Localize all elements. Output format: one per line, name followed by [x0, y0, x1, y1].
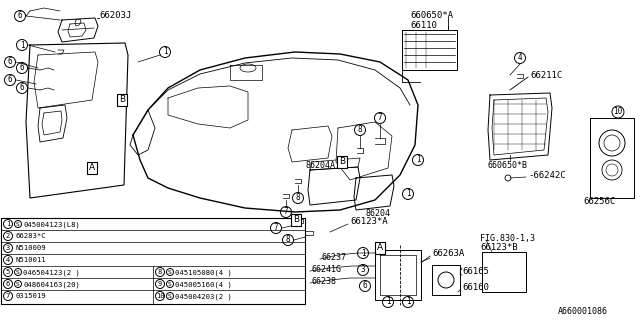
Text: 6: 6	[8, 58, 12, 67]
Text: A: A	[377, 244, 383, 252]
Text: B: B	[293, 215, 299, 225]
Text: 1: 1	[6, 221, 10, 227]
Text: 66238: 66238	[312, 277, 337, 286]
Text: 8: 8	[296, 194, 300, 203]
Text: 3: 3	[6, 245, 10, 251]
Text: 7: 7	[274, 223, 278, 233]
Text: 1: 1	[406, 189, 410, 198]
Text: 045005160(4 ): 045005160(4 )	[175, 281, 232, 288]
Text: 045004203(2 ): 045004203(2 )	[175, 293, 232, 300]
Text: 8: 8	[158, 269, 162, 275]
Text: 2: 2	[6, 233, 10, 239]
Text: 5: 5	[6, 269, 10, 275]
Text: FIG.830-1,3: FIG.830-1,3	[480, 234, 535, 243]
Text: 6: 6	[20, 63, 24, 73]
Text: 1: 1	[361, 249, 365, 258]
Text: 1: 1	[406, 298, 410, 307]
Text: 1: 1	[416, 156, 420, 164]
Text: 0315019: 0315019	[16, 293, 47, 300]
Text: 86204: 86204	[365, 210, 390, 219]
Text: 8: 8	[358, 125, 362, 134]
Text: 4: 4	[6, 257, 10, 263]
Text: 66110: 66110	[410, 21, 437, 30]
Text: 66241G: 66241G	[312, 266, 342, 275]
Text: A660001086: A660001086	[558, 308, 608, 316]
Text: 66123*B: 66123*B	[480, 244, 518, 252]
Text: 6: 6	[363, 282, 367, 291]
Text: 1: 1	[163, 47, 167, 57]
Text: 4: 4	[518, 53, 522, 62]
Text: 66203J: 66203J	[99, 12, 131, 20]
Text: 7: 7	[378, 114, 382, 123]
Text: 045105080(4 ): 045105080(4 )	[175, 269, 232, 276]
Text: 10: 10	[613, 108, 623, 116]
Text: 1: 1	[20, 41, 24, 50]
Text: 9: 9	[158, 281, 162, 287]
Text: S: S	[16, 269, 20, 275]
Text: 66160: 66160	[462, 284, 489, 292]
Text: 66211C: 66211C	[530, 70, 563, 79]
Text: 1: 1	[386, 298, 390, 307]
Text: 66123*A: 66123*A	[350, 218, 388, 227]
Text: 10: 10	[156, 293, 164, 299]
Text: 6: 6	[8, 76, 12, 84]
Text: -66242C: -66242C	[528, 171, 566, 180]
Text: 3: 3	[361, 266, 365, 275]
Text: 7: 7	[284, 207, 288, 217]
Text: 660650*B: 660650*B	[488, 161, 528, 170]
Text: 045004123(L8): 045004123(L8)	[23, 221, 80, 228]
Text: 66237: 66237	[322, 253, 347, 262]
Text: 66165: 66165	[462, 268, 489, 276]
Text: 66256C: 66256C	[583, 197, 615, 206]
Text: 6: 6	[18, 12, 22, 20]
Text: S: S	[16, 282, 20, 286]
Text: 6: 6	[20, 84, 24, 92]
Text: N510011: N510011	[16, 258, 47, 263]
Text: B: B	[339, 157, 345, 166]
Text: 86204A: 86204A	[305, 161, 335, 170]
Text: A: A	[89, 164, 95, 172]
Text: S: S	[16, 221, 20, 227]
Text: 048604163(20): 048604163(20)	[23, 281, 80, 288]
Text: S: S	[168, 269, 172, 275]
Text: S: S	[168, 293, 172, 299]
Text: 660650*A: 660650*A	[410, 12, 453, 20]
Text: 8: 8	[285, 236, 291, 244]
Text: 6: 6	[6, 281, 10, 287]
Text: 66283*C: 66283*C	[16, 234, 47, 239]
Text: N510009: N510009	[16, 245, 47, 252]
Text: B: B	[119, 95, 125, 105]
Text: 66263A: 66263A	[432, 250, 464, 259]
Text: 046504123(2 ): 046504123(2 )	[23, 269, 80, 276]
Text: 7: 7	[6, 293, 10, 299]
Text: S: S	[168, 282, 172, 286]
